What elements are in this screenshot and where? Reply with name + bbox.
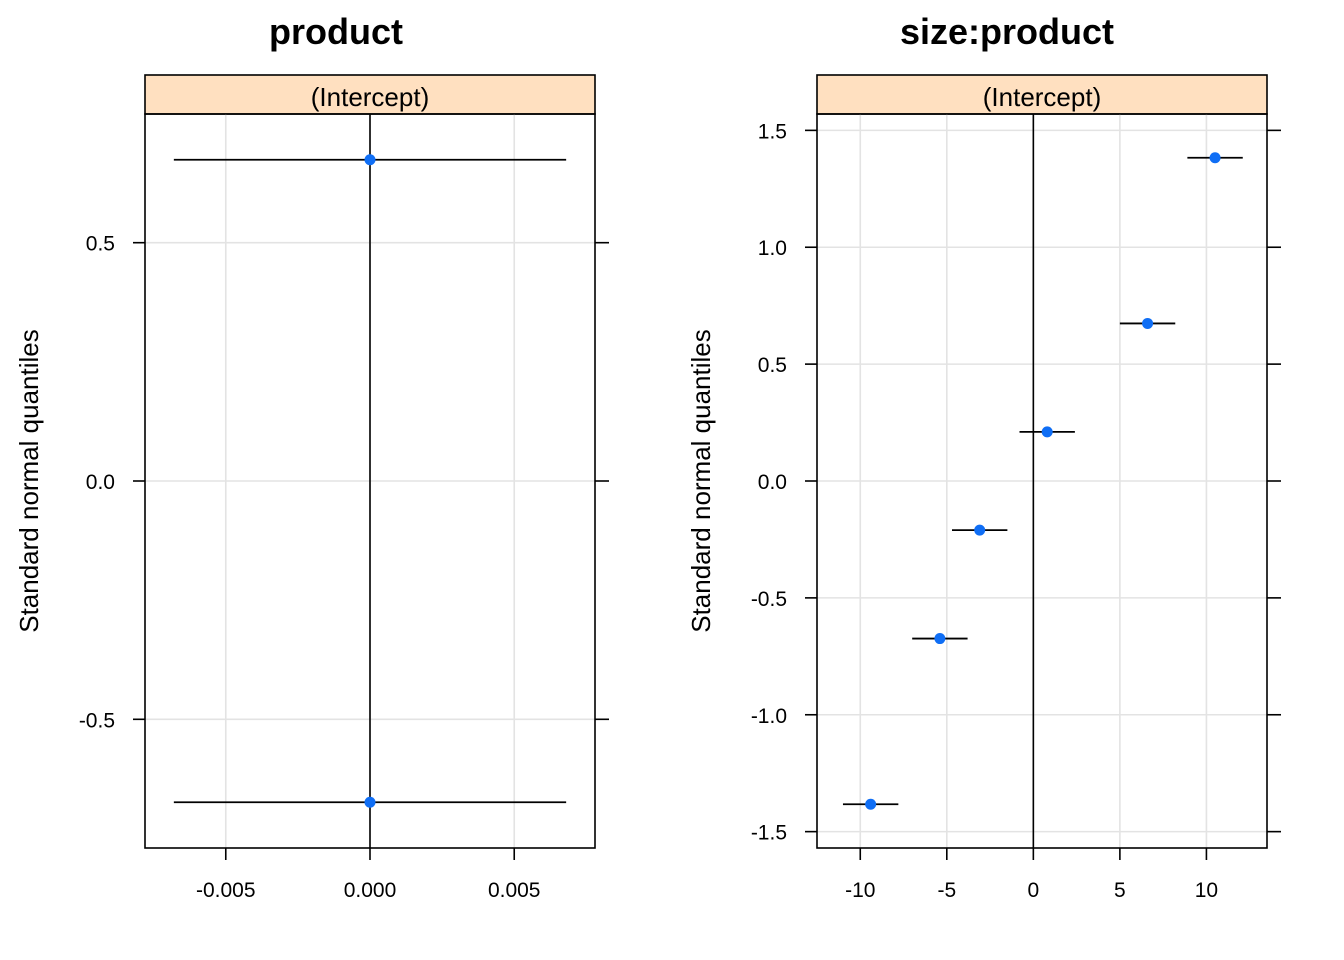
x-tick-label: -10 [845,879,875,902]
x-tick-label: 0.000 [344,879,397,902]
data-point [1142,317,1154,329]
strip-label: (Intercept) [983,82,1102,112]
panel-size-product: size:product (Intercept) -10 -5 0 5 10 1.5 1.0… [686,11,1281,902]
data-points [842,152,1243,810]
y-tick-label: 1.0 [758,237,787,260]
strip-header [816,74,1268,115]
x-tick-label: -0.005 [196,879,256,902]
x-tick-label: 0.005 [488,879,541,902]
y-tick-label: -1.0 [751,705,787,728]
data-point [1041,426,1053,438]
panel-product: product (Intercept) -0.005 0.000 0.005 0.5 0… [14,11,609,902]
y-tick-label: 0.0 [758,471,787,494]
axis-ticks: -10 -5 0 5 10 1.5 1.0 0.5 0.0 -0.5 -1.0 -1.5 [751,120,1281,902]
x-tick-label: 0 [1028,879,1040,902]
y-tick-label: 0.5 [758,354,787,377]
data-point [865,798,877,810]
y-tick-label: -0.5 [751,588,787,611]
data-point [364,796,376,808]
data-point [934,633,946,645]
y-tick-label: -1.5 [751,822,787,845]
data-point [364,154,376,166]
strip-header [144,74,596,115]
y-tick-label: -0.5 [79,709,115,732]
y-tick-label: 0.0 [86,471,115,494]
axis-ticks: -0.005 0.000 0.005 0.5 0.0 -0.5 [79,233,609,902]
x-tick-label: 5 [1114,879,1126,902]
y-tick-label: 0.5 [86,233,115,256]
grid-lines [817,114,1267,848]
x-tick-label: -5 [937,879,956,902]
y-axis-label: Standard normal quantiles [686,329,716,633]
panel-title: product [269,11,403,52]
data-point [1209,152,1221,164]
panel-title: size:product [900,11,1114,52]
y-axis-label: Standard normal quantiles [14,329,44,633]
data-point [974,524,986,536]
y-tick-label: 1.5 [758,120,787,143]
data-points [173,154,567,808]
strip-label: (Intercept) [311,82,430,112]
x-tick-label: 10 [1195,879,1218,902]
